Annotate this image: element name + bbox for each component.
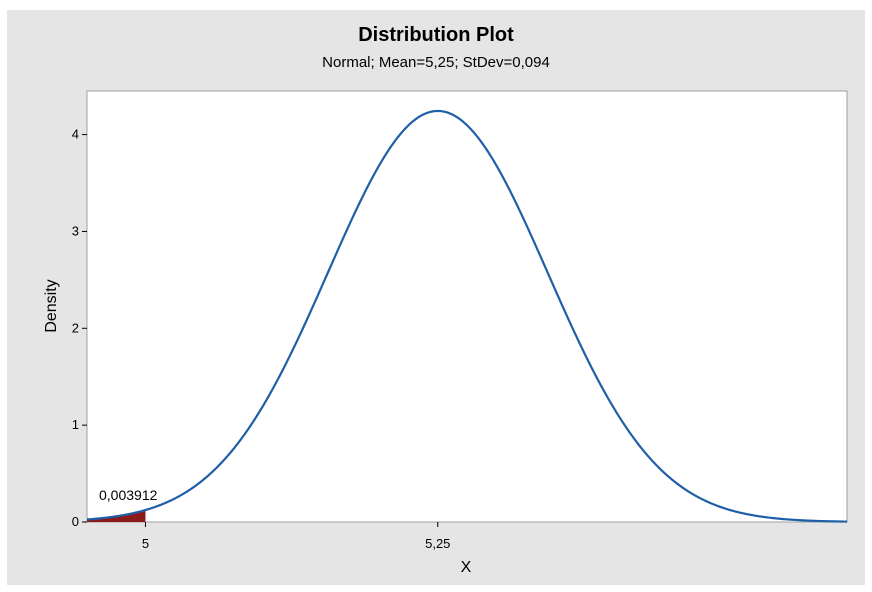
chart-title: Distribution Plot [358, 24, 514, 46]
plot-area [86, 90, 848, 523]
y-tick-label: 1 [72, 417, 79, 432]
y-tick-label: 0 [72, 514, 79, 529]
x-tick-label: 5,25 [425, 536, 450, 551]
density-curve [86, 109, 848, 523]
y-tick-label: 4 [72, 127, 79, 142]
shaded-area-probability-label: 0,003912 [99, 487, 158, 503]
y-tick-label: 2 [72, 320, 79, 335]
y-axis-label: Density [43, 279, 60, 332]
y-tick-label: 3 [72, 223, 79, 238]
chart-subtitle: Normal; Mean=5,25; StDev=0,094 [322, 54, 550, 71]
x-axis-label: X [461, 559, 472, 576]
x-tick-label: 5 [142, 536, 149, 551]
